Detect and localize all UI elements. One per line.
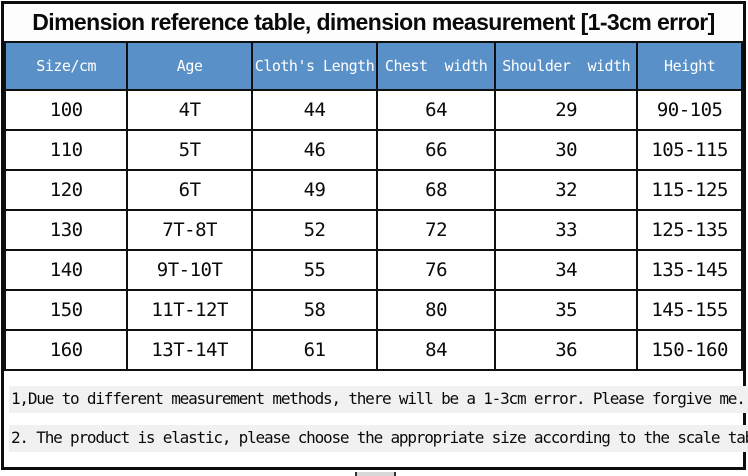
cell-shoulder-width: 30: [494, 129, 639, 171]
cell-height: 125-135: [636, 209, 743, 251]
cell-height: 115-125: [636, 169, 743, 211]
cell-height: 150-160: [636, 329, 743, 371]
cell-chest-width: 76: [376, 249, 497, 291]
cell-chest-width: 68: [376, 169, 497, 211]
table-row: 110 5T 46 66 30 105-115: [3, 129, 743, 171]
cell-shoulder-width: 32: [494, 169, 639, 211]
cell-height: 145-155: [636, 289, 743, 331]
column-header-age: Age: [126, 41, 253, 91]
cell-age: 9T-10T: [126, 249, 253, 291]
cell-height: 90-105: [636, 89, 743, 131]
note-measurement-error: 1,Due to different measurement methods, …: [9, 385, 748, 413]
cell-shoulder-width: 29: [494, 89, 639, 131]
cell-cloth-length: 46: [250, 129, 379, 171]
table-row: 160 13T-14T 61 84 36 150-160: [3, 329, 743, 371]
cell-cloth-length: 55: [250, 249, 379, 291]
cell-age: 5T: [126, 129, 253, 171]
cell-chest-width: 72: [376, 209, 497, 251]
cell-chest-width: 80: [376, 289, 497, 331]
cell-age: 6T: [126, 169, 253, 211]
cell-age: 7T-8T: [126, 209, 253, 251]
table-row: 120 6T 49 68 32 115-125: [3, 169, 743, 211]
table-row: 150 11T-12T 58 80 35 145-155: [3, 289, 743, 331]
note-elastic-sizing-text: 2. The product is elastic, please choose…: [9, 425, 748, 453]
cell-age: 11T-12T: [126, 289, 253, 331]
cell-height: 135-145: [636, 249, 743, 291]
cell-size: 120: [3, 169, 129, 211]
cell-shoulder-width: 33: [494, 209, 639, 251]
next-section-sliver: [0, 472, 748, 476]
cell-age: 13T-14T: [126, 329, 253, 371]
note-elastic-sizing: 2. The product is elastic, please choose…: [9, 425, 748, 453]
cell-cloth-length: 58: [250, 289, 379, 331]
column-header-size: Size/cm: [3, 41, 129, 91]
cell-shoulder-width: 34: [494, 249, 639, 291]
cell-chest-width: 84: [376, 329, 497, 371]
column-header-height: Height: [636, 41, 743, 91]
cell-chest-width: 64: [376, 89, 497, 131]
cell-shoulder-width: 35: [494, 289, 639, 331]
column-header-cloth-length: Cloth's Length: [250, 41, 379, 91]
cell-age: 4T: [126, 89, 253, 131]
cell-cloth-length: 49: [250, 169, 379, 211]
cell-size: 140: [3, 249, 129, 291]
notes-section: 1,Due to different measurement methods, …: [4, 371, 748, 467]
column-header-shoulder-width: Shoulder width: [494, 41, 639, 91]
cell-size: 150: [3, 289, 129, 331]
table-row: 130 7T-8T 52 72 33 125-135: [3, 209, 743, 251]
cell-size: 160: [3, 329, 129, 371]
table-header-row: Size/cm Age Cloth's Length Chest width S…: [3, 41, 743, 91]
next-section-cell-edge: [355, 472, 396, 476]
cell-cloth-length: 44: [250, 89, 379, 131]
cell-cloth-length: 61: [250, 329, 379, 371]
table-row: 140 9T-10T 55 76 34 135-145: [3, 249, 743, 291]
cell-shoulder-width: 36: [494, 329, 639, 371]
column-header-chest-width: Chest width: [376, 41, 497, 91]
cell-height: 105-115: [636, 129, 743, 171]
cell-size: 100: [3, 89, 129, 131]
note-measurement-error-text: 1,Due to different measurement methods, …: [9, 385, 748, 413]
cell-chest-width: 66: [376, 129, 497, 171]
cell-size: 110: [3, 129, 129, 171]
size-reference-table: Size/cm Age Cloth's Length Chest width S…: [3, 41, 743, 371]
page-title: Dimension reference table, dimension mea…: [32, 9, 715, 35]
title-band: Dimension reference table, dimension mea…: [4, 4, 743, 41]
cell-size: 130: [3, 209, 129, 251]
table-row: 100 4T 44 64 29 90-105: [3, 89, 743, 131]
cell-cloth-length: 52: [250, 209, 379, 251]
